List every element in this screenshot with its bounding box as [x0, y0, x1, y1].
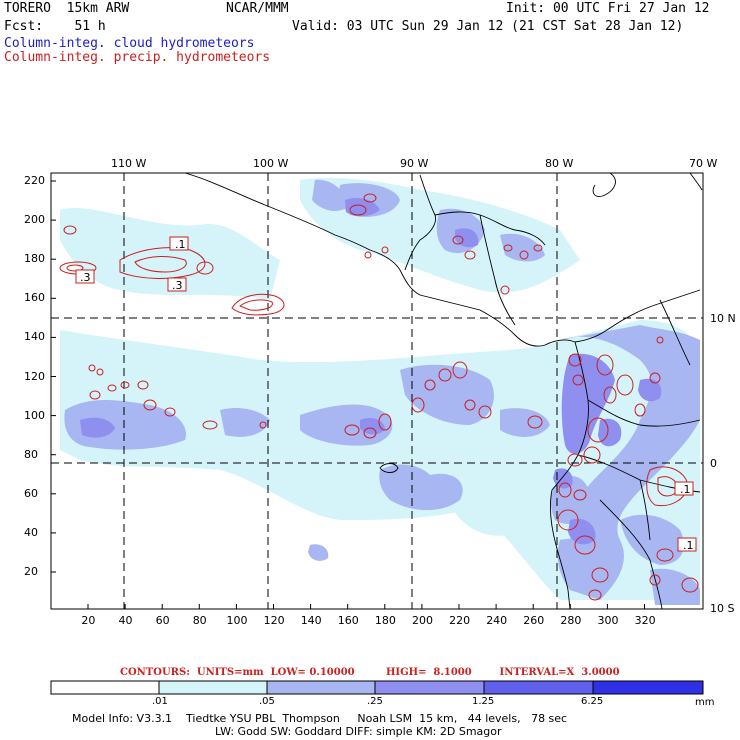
lon-label-70w: 70 W: [689, 157, 718, 170]
grid-lines: [51, 173, 703, 609]
lon-label-110w: 110 W: [111, 157, 147, 170]
grid-index-bottom-label: 260: [523, 614, 545, 627]
grid-index-left-label: 180: [24, 252, 45, 266]
frame-ticks: [51, 180, 645, 609]
contour-label-5: .1: [683, 539, 694, 552]
lat-label-10s: 10 S: [710, 602, 735, 615]
contour-label-4: .1: [680, 483, 691, 496]
grid-index-bottom-label: 200: [412, 614, 433, 627]
grid-index-bottom-label: 160: [337, 614, 359, 627]
field-cloud-label: Column-integ. cloud hydrometeors: [4, 36, 255, 51]
grid-index-bottom-label: 300: [597, 614, 619, 627]
grid-index-left-label: 140: [24, 330, 45, 344]
valid-time: Valid: 03 UTC Sun 29 Jan 12 (21 CST Sat …: [292, 19, 684, 34]
grid-index-left-label: 60: [24, 486, 38, 500]
legend-tick-4: 6.25: [581, 696, 604, 707]
grid-index-bottom-label: 120: [263, 614, 285, 627]
contour-label-boxes: [75, 236, 697, 552]
model-info-line1: Model Info: V3.3.1 Tiedtke YSU PBL Thomp…: [72, 712, 568, 725]
plot-frame: [50, 172, 704, 610]
grid-index-bottom-label: 100: [226, 614, 248, 627]
contour-label-3: .3: [172, 279, 183, 292]
grid-index-bottom-label: 320: [634, 614, 656, 627]
contour-label-2: .3: [80, 271, 91, 284]
grid-index-bottom-label: 80: [192, 614, 207, 627]
legend-colorbar: [50, 680, 704, 695]
lon-label-80w: 80 W: [545, 157, 574, 170]
grid-index-bottom-label: 140: [300, 614, 322, 627]
grid-index-bottom-label: 40: [118, 614, 133, 627]
org-label: NCAR/MMM: [226, 1, 289, 16]
forecast-hour: Fcst: 51 h: [4, 19, 106, 34]
grid-index-bottom-label: 60: [155, 614, 170, 627]
grid-index-bottom-label: 180: [374, 614, 396, 627]
grid-index-left-label: 120: [24, 369, 45, 383]
model-info-line2: LW: Godd SW: Goddard DIFF: simple KM: 2D…: [215, 725, 502, 738]
grid-index-bottom-label: 220: [449, 614, 471, 627]
init-time: Init: 00 UTC Fri 27 Jan 12: [506, 1, 710, 16]
grid-index-bottom-label: 240: [486, 614, 508, 627]
contour-label-1: .1: [175, 238, 186, 251]
grid-index-left-label: 20: [24, 565, 38, 578]
legend-tick-2: .25: [367, 696, 383, 707]
lon-label-100w: 100 W: [253, 157, 289, 170]
lat-label-10n: 10 N: [710, 312, 736, 325]
field-precip-label: Column-integ. precip. hydrometeors: [4, 50, 271, 65]
grid-index-bottom-label: 20: [81, 614, 96, 627]
legend-tick-3: 1.25: [472, 696, 495, 707]
grid-index-left-label: 220: [24, 174, 45, 187]
legend-unit: mm: [695, 697, 715, 708]
lat-label-0: 0: [710, 457, 717, 470]
grid-index-left-label: 100: [24, 408, 45, 422]
model-title: TORERO 15km ARW: [4, 1, 130, 16]
grid-index-left-label: 200: [24, 213, 45, 227]
grid-index-left-label: 40: [24, 525, 38, 539]
lon-label-90w: 90 W: [400, 157, 429, 170]
legend-tick-0: .01: [152, 696, 168, 707]
precip-contours: [59, 193, 699, 601]
grid-index-bottom-label: 280: [560, 614, 582, 627]
contour-info: CONTOURS: UNITS=mm LOW= 0.10000 HIGH= 8.…: [120, 667, 620, 678]
grid-index-left-label: 160: [24, 291, 45, 305]
grid-index-left-label: 80: [24, 447, 38, 461]
legend-tick-1: .05: [259, 696, 275, 707]
